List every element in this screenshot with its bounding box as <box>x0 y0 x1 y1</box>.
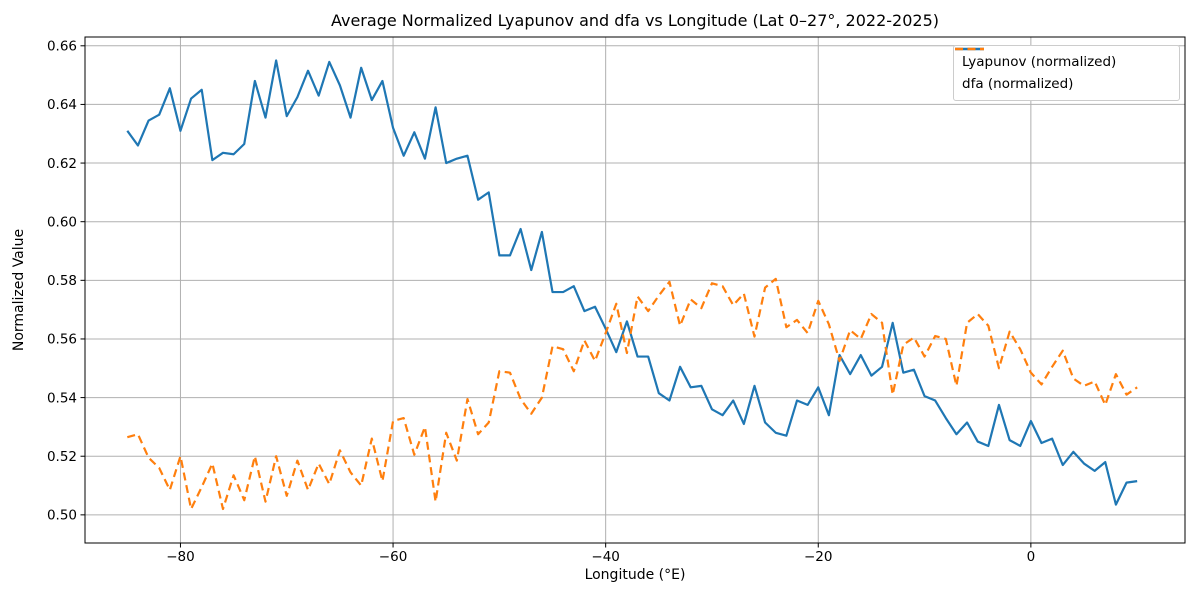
legend-label: dfa (normalized) <box>962 76 1074 92</box>
lyapunov-line <box>126 59 1138 506</box>
y-tick-label: 0.52 <box>47 449 77 465</box>
x-tick-label: −20 <box>804 549 833 565</box>
chart-title: Average Normalized Lyapunov and dfa vs L… <box>330 11 939 30</box>
dfa-line <box>127 277 1138 511</box>
legend-item-dfa: dfa (normalized) <box>955 47 1171 95</box>
x-axis-label: Longitude (°E) <box>584 567 686 583</box>
dashed-line-swatch-icon <box>955 47 984 51</box>
y-tick-label: 0.50 <box>47 508 77 524</box>
y-tick-label: 0.62 <box>47 156 77 172</box>
x-tick-label: −60 <box>379 549 408 565</box>
y-tick-label: 0.66 <box>47 38 77 54</box>
y-axis-label: Normalized Value <box>11 228 27 352</box>
legend: Lyapunov (normalized) dfa (normalized) <box>953 45 1180 101</box>
y-tick-label: 0.54 <box>47 390 77 406</box>
x-tick-label: −80 <box>166 549 195 565</box>
legend-label: Lyapunov (normalized) <box>962 54 1117 70</box>
plot-border <box>84 36 1186 544</box>
y-tick-label: 0.58 <box>47 273 77 289</box>
y-tick-label: 0.56 <box>47 332 77 348</box>
y-tick-label: 0.64 <box>47 97 77 113</box>
y-tick-label: 0.60 <box>47 214 77 230</box>
x-tick-label: 0 <box>1027 549 1036 565</box>
legend-item-lyapunov: Lyapunov (normalized) <box>955 47 1171 73</box>
x-tick-label: −40 <box>591 549 620 565</box>
